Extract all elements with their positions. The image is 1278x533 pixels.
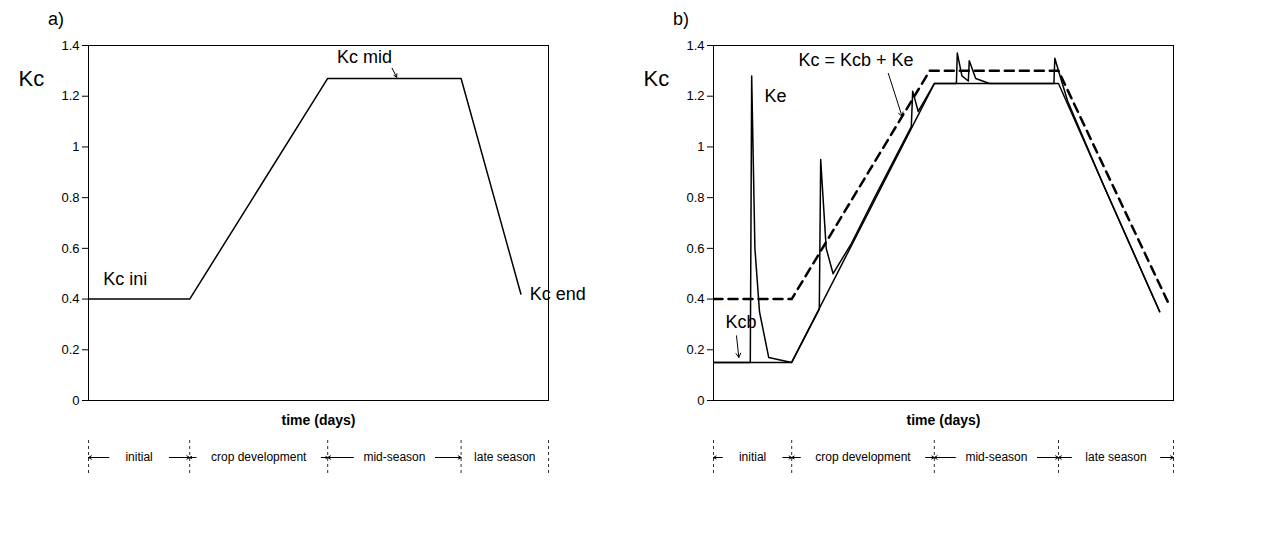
- svg-text:Kc: Kc: [644, 66, 670, 91]
- svg-text:time (days): time (days): [282, 412, 356, 428]
- svg-text:0.8: 0.8: [61, 190, 79, 205]
- svg-text:0: 0: [72, 393, 79, 408]
- svg-text:0.4: 0.4: [61, 291, 79, 306]
- svg-text:late season: late season: [1085, 450, 1146, 464]
- svg-text:crop development: crop development: [815, 450, 911, 464]
- svg-text:0.6: 0.6: [61, 241, 79, 256]
- svg-text:0.8: 0.8: [686, 190, 704, 205]
- svg-text:crop development: crop development: [211, 450, 307, 464]
- svg-text:initial: initial: [739, 450, 766, 464]
- svg-text:mid-season: mid-season: [363, 450, 425, 464]
- svg-text:Kc ini: Kc ini: [103, 269, 147, 289]
- svg-text:0.2: 0.2: [686, 342, 704, 357]
- svg-text:0: 0: [697, 393, 704, 408]
- svg-text:0.4: 0.4: [686, 291, 704, 306]
- svg-text:1.4: 1.4: [61, 38, 79, 53]
- svg-text:1.2: 1.2: [61, 88, 79, 103]
- svg-text:Ke: Ke: [765, 86, 787, 106]
- svg-text:1: 1: [72, 139, 79, 154]
- svg-text:initial: initial: [125, 450, 152, 464]
- svg-text:1: 1: [697, 139, 704, 154]
- svg-text:0.2: 0.2: [61, 342, 79, 357]
- svg-text:Kc mid: Kc mid: [337, 47, 392, 67]
- svg-text:Kcb: Kcb: [726, 312, 757, 332]
- html-text:b): b): [673, 9, 689, 29]
- svg-text:time (days): time (days): [907, 412, 981, 428]
- svg-text:late season: late season: [474, 450, 535, 464]
- svg-text:Kc: Kc: [19, 66, 45, 91]
- svg-text:Kc end: Kc end: [530, 284, 586, 304]
- svg-text:1.2: 1.2: [686, 88, 704, 103]
- svg-text:mid-season: mid-season: [965, 450, 1027, 464]
- svg-text:1.4: 1.4: [686, 38, 704, 53]
- html-text:a): a): [48, 9, 64, 29]
- svg-text:0.6: 0.6: [686, 241, 704, 256]
- svg-text:Kc = Kcb + Ke: Kc = Kcb + Ke: [799, 50, 914, 70]
